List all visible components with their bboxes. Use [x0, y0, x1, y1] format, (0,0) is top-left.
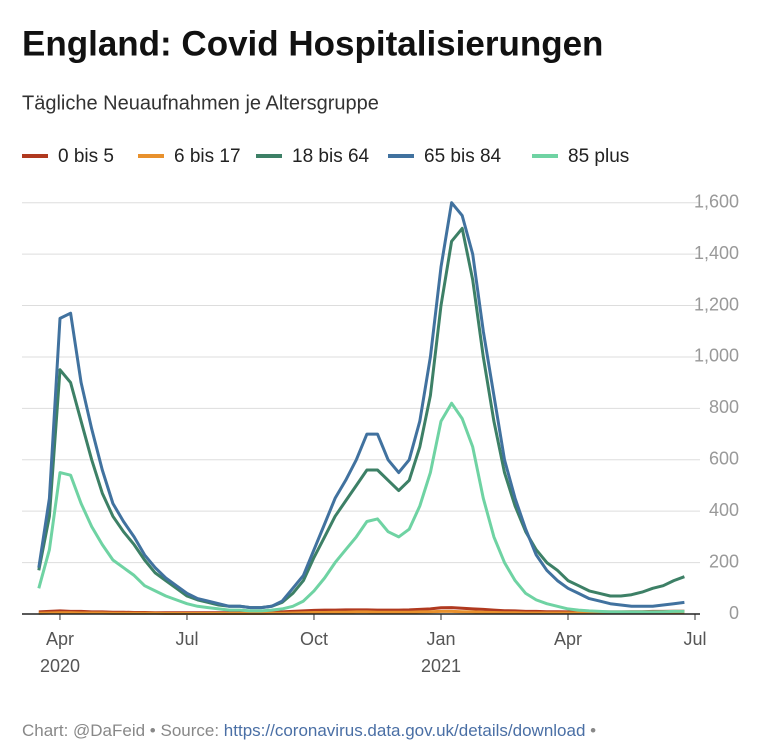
- x-year-label: 2021: [421, 656, 461, 676]
- series-line: [37, 201, 685, 610]
- source-prefix: Chart: @DaFeid • Source:: [22, 721, 224, 740]
- x-tick-label: Jan: [426, 629, 455, 649]
- y-tick-label: 0: [729, 603, 739, 623]
- legend-label: 6 bis 17: [174, 146, 241, 167]
- chart-subtitle: Tägliche Neuaufnahmen je Altersgruppe: [22, 92, 379, 114]
- x-tick-label: Oct: [300, 629, 328, 649]
- y-tick-label: 1,000: [694, 346, 739, 366]
- chart-title: England: Covid Hospitalisierungen: [22, 24, 603, 63]
- y-tick-label: 800: [709, 397, 739, 417]
- series-line: [37, 226, 685, 610]
- x-tick-label: Apr: [46, 629, 74, 649]
- y-tick-label: 1,600: [694, 191, 739, 211]
- y-tick-label: 400: [709, 500, 739, 520]
- legend-label: 65 bis 84: [424, 146, 502, 167]
- legend-label: 0 bis 5: [58, 146, 114, 167]
- legend-item: 6 bis 17: [138, 146, 241, 167]
- series-line: [37, 401, 685, 614]
- x-tick-label: Apr: [554, 629, 582, 649]
- y-tick-label: 200: [709, 551, 739, 571]
- y-tick-label: 1,400: [694, 243, 739, 263]
- source-note: Chart: @DaFeid • Source: https://coronav…: [22, 721, 596, 740]
- x-tick-label: Jul: [683, 629, 706, 649]
- x-tick-label: Jul: [175, 629, 198, 649]
- legend-item: 85 plus: [532, 146, 629, 167]
- legend-item: 18 bis 64: [256, 146, 370, 167]
- source-suffix: •: [585, 721, 596, 740]
- x-year-label: 2020: [40, 656, 80, 676]
- y-tick-label: 600: [709, 449, 739, 469]
- legend-item: 0 bis 5: [22, 146, 114, 167]
- series-line: [38, 609, 685, 615]
- legend-label: 85 plus: [568, 146, 629, 167]
- legend-item: 65 bis 84: [388, 146, 502, 167]
- legend-label: 18 bis 64: [292, 146, 370, 167]
- source-link[interactable]: https://coronavirus.data.gov.uk/details/…: [224, 721, 586, 740]
- y-tick-label: 1,200: [694, 294, 739, 314]
